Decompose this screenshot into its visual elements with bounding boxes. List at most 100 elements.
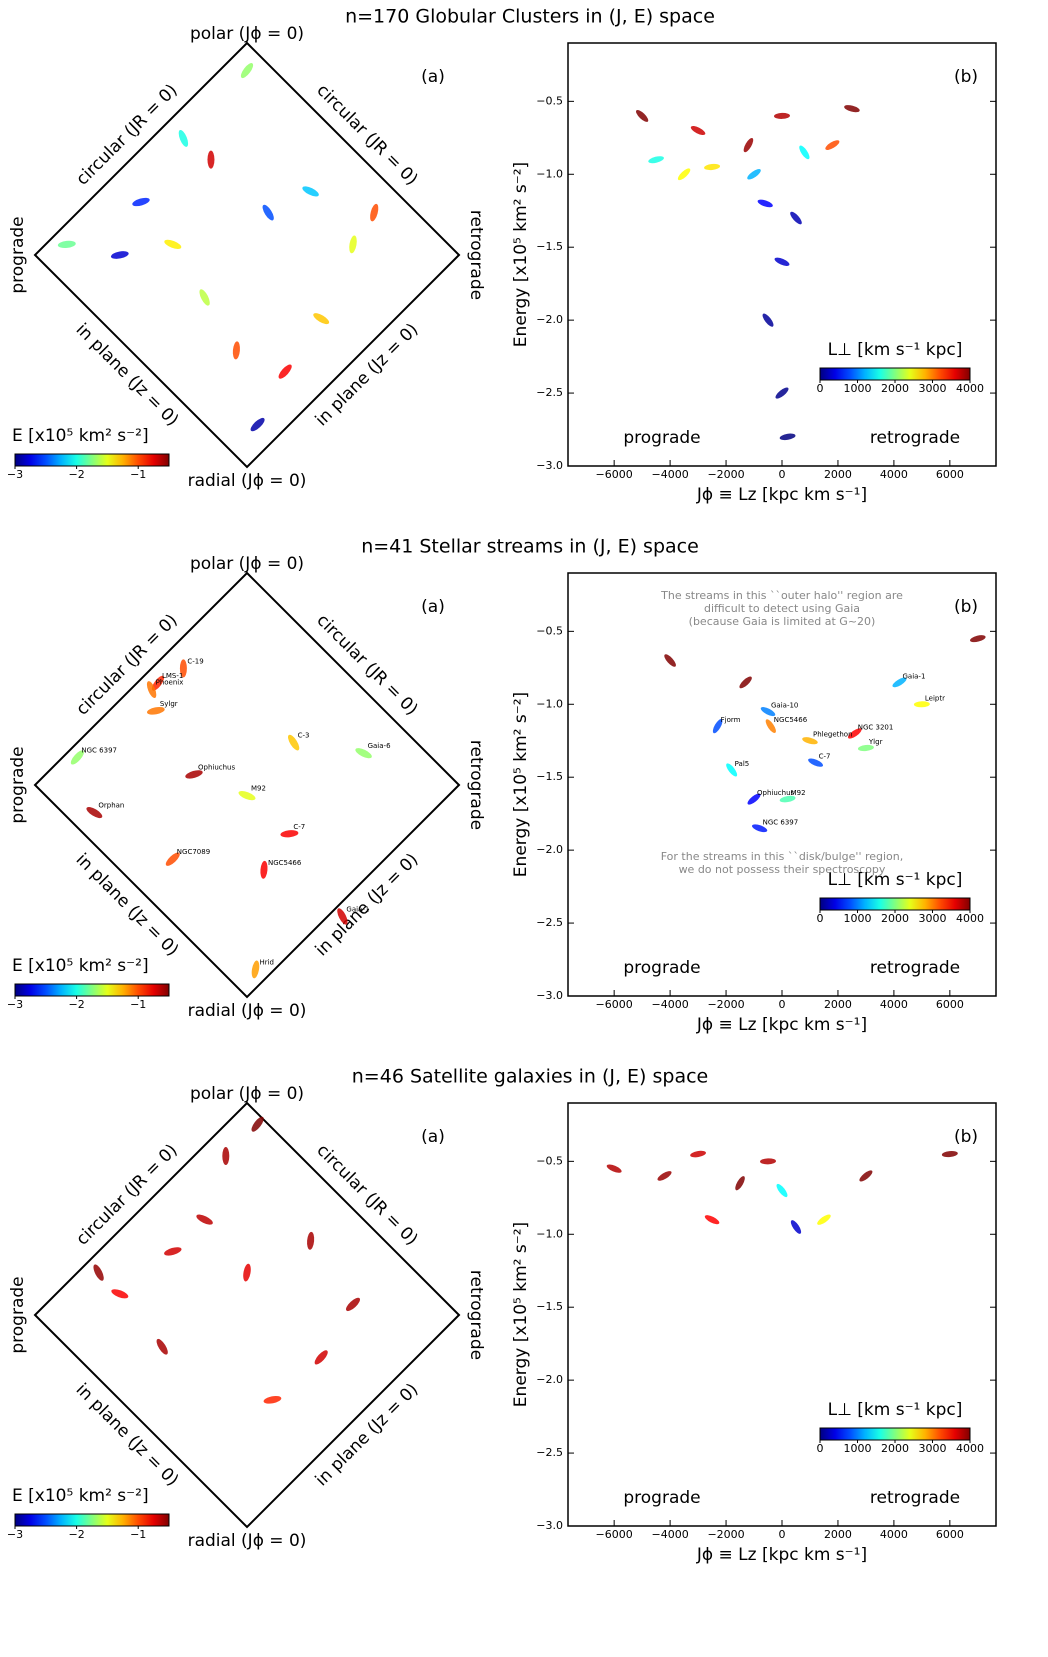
- corner-label: radial (Jϕ = 0): [188, 1001, 307, 1021]
- diamond-frame: [33, 41, 461, 469]
- stream-name: Gaia-1: [902, 672, 925, 680]
- data-point: [93, 1264, 104, 1281]
- stream-name: Sylgr: [160, 700, 178, 708]
- data-point: [892, 677, 907, 688]
- data-point: [370, 203, 379, 222]
- colorbar-tick-label: −3: [7, 1528, 23, 1541]
- data-point: [337, 908, 348, 925]
- corner-label: prograde: [8, 1276, 28, 1353]
- annotation: (because Gaia is limited at G~20): [689, 615, 876, 628]
- data-point: [251, 960, 260, 979]
- data-point: [349, 235, 357, 254]
- annotation: The streams in this ``outer halo'' regio…: [660, 589, 903, 602]
- panel-label: (a): [421, 67, 445, 87]
- data-point: [164, 1247, 182, 1256]
- y-axis-label: Energy [x10⁵ km² s⁻²]: [511, 1222, 531, 1407]
- annotation: difficult to detect using Gaia: [704, 602, 860, 615]
- data-point: [185, 770, 203, 779]
- stream-name: Gaia-10: [771, 702, 798, 710]
- x-tick-label: −4000: [651, 998, 688, 1011]
- region-label: retrograde: [870, 958, 960, 978]
- data-point: [179, 659, 187, 678]
- region-label: prograde: [623, 428, 700, 448]
- data-point: [690, 126, 706, 136]
- y-tick-label: −3.0: [536, 459, 563, 472]
- plot-frame: [567, 572, 997, 997]
- data-point: [747, 169, 761, 180]
- stream-name: NGC 6397: [81, 746, 117, 754]
- x-tick-label: 6000: [936, 998, 964, 1011]
- data-point: [664, 654, 676, 667]
- corner-label: retrograde: [466, 210, 486, 300]
- data-point: [704, 1215, 720, 1225]
- y-tick-label: −2.5: [536, 916, 563, 929]
- data-point: [110, 251, 129, 259]
- data-point: [765, 719, 776, 733]
- stream-name: Phlegethon: [813, 731, 853, 739]
- data-point: [775, 387, 789, 399]
- data-point: [151, 675, 165, 691]
- stream-name: M92: [251, 785, 266, 793]
- y-axis-label: Energy [x10⁵ km² s⁻²]: [511, 162, 531, 347]
- data-point: [760, 1158, 777, 1165]
- data-point: [260, 860, 268, 879]
- data-point: [355, 748, 372, 759]
- data-point: [779, 433, 796, 441]
- data-point: [751, 824, 768, 833]
- colorbar: [14, 983, 170, 997]
- data-point: [165, 852, 180, 866]
- data-point: [240, 63, 254, 79]
- edge-label: circular (JR = 0): [312, 1140, 421, 1249]
- corner-label: radial (Jϕ = 0): [188, 471, 307, 491]
- figure-title: n=46 Satellite galaxies in (J, E) space: [352, 1066, 708, 1088]
- colorbar-tick-label: 3000: [919, 1442, 947, 1455]
- annotation: we do not possess their spectroscopy: [679, 863, 886, 876]
- x-tick-label: 2000: [824, 1528, 852, 1541]
- data-point: [178, 129, 189, 147]
- y-tick-label: −0.5: [536, 624, 563, 637]
- data-point: [146, 681, 157, 699]
- data-point: [747, 793, 761, 805]
- region-label: prograde: [623, 958, 700, 978]
- corner-label: polar (Jϕ = 0): [190, 24, 304, 44]
- data-point: [774, 257, 790, 266]
- data-point: [913, 701, 930, 708]
- stream-name: Hrid: [259, 958, 274, 966]
- x-tick-label: −6000: [596, 1528, 633, 1541]
- data-point: [743, 138, 754, 153]
- diamond-frame: [33, 571, 461, 999]
- panel-label: (b): [954, 597, 978, 617]
- x-axis-label: Jϕ ≡ Lz [kpc km s⁻¹]: [696, 1545, 867, 1565]
- x-tick-label: −2000: [707, 1528, 744, 1541]
- data-point: [606, 1164, 622, 1173]
- x-tick-label: 6000: [936, 1528, 964, 1541]
- data-point: [57, 240, 76, 249]
- panel-label: (b): [954, 1127, 978, 1147]
- edge-label: circular (JR = 0): [312, 610, 421, 719]
- corner-label: retrograde: [466, 740, 486, 830]
- data-point: [762, 313, 774, 327]
- data-point: [802, 737, 818, 745]
- data-point: [690, 1150, 706, 1158]
- colorbar-tick-label: −3: [7, 468, 23, 481]
- x-tick-label: 0: [779, 1528, 786, 1541]
- data-point: [156, 1338, 168, 1355]
- figure-title: n=41 Stellar streams in (J, E) space: [361, 536, 699, 558]
- data-point: [70, 750, 84, 765]
- data-point: [280, 830, 299, 838]
- data-point: [251, 1116, 264, 1132]
- corner-label: polar (Jϕ = 0): [190, 1084, 304, 1104]
- stream-name: NGC 3201: [858, 723, 894, 731]
- data-point: [739, 676, 752, 689]
- stream-name: NGC5466: [268, 859, 302, 867]
- stream-name: Phoenix: [156, 679, 184, 687]
- panel-label: (a): [421, 1127, 445, 1147]
- y-tick-label: −3.0: [536, 1519, 563, 1532]
- data-point: [314, 1350, 328, 1365]
- stream-name: Ophiuchus: [757, 789, 794, 797]
- y-tick-label: −3.0: [536, 989, 563, 1002]
- colorbar-tick-label: 3000: [919, 912, 947, 925]
- annotation: For the streams in this ``disk/bulge'' r…: [661, 850, 904, 863]
- colorbar-tick-label: −2: [68, 468, 84, 481]
